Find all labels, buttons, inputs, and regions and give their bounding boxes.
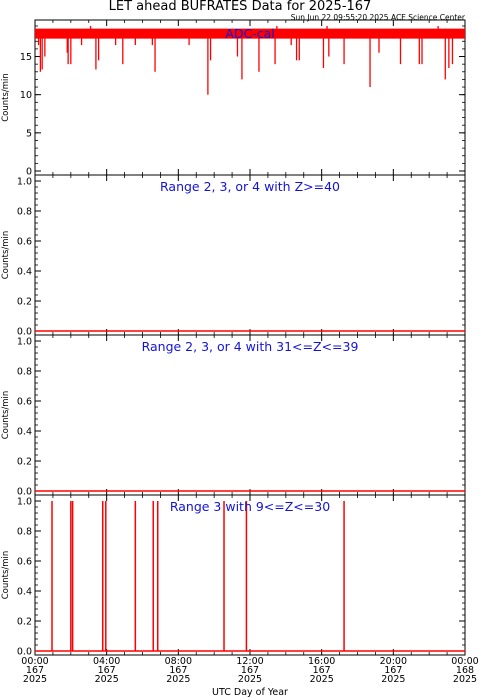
y-tick-label: 0.6	[17, 557, 32, 568]
y-tick-label: 0.2	[17, 457, 32, 468]
panel-frame	[34, 494, 466, 656]
x-tick-time: 20:00	[380, 656, 407, 667]
panel-title: ADC-cal	[225, 26, 274, 41]
x-axis: 00:00167202504:00167202508:00167202512:0…	[21, 656, 478, 685]
panel-3: 0.0 0.2 0.4 0.6 0.8 1.0 Counts/min Range 2, 3, …	[1, 334, 466, 498]
x-tick-time: 16:00	[308, 656, 335, 667]
x-tick-doy: 167	[169, 665, 187, 676]
panel-title: Range 2, 3, or 4 with 31<=Z<=39	[142, 339, 359, 354]
y-tick-label: 0.8	[17, 207, 32, 218]
y-axis-label: Counts/min	[1, 73, 11, 122]
x-tick-year: 2025	[23, 674, 47, 685]
x-tick-time: 04:00	[93, 656, 120, 667]
y-tick-label: 15	[20, 52, 32, 63]
y-tick-label: 0.0	[17, 327, 32, 338]
y-axis-label: Counts/min	[1, 551, 11, 600]
x-axis-label: UTC Day of Year	[212, 687, 288, 698]
x-tick-time: 12:00	[236, 656, 263, 667]
y-tick-label: 0.6	[17, 237, 32, 248]
x-tick-doy: 167	[241, 665, 259, 676]
panel-frame	[34, 174, 466, 336]
y-tick-label: 0.6	[17, 397, 32, 408]
y-tick-label: 1.0	[17, 497, 32, 508]
y-tick-label: 0.2	[17, 617, 32, 628]
data-band	[35, 28, 465, 39]
x-tick-time: 00:00	[451, 656, 478, 667]
y-tick-label: 0.4	[17, 587, 32, 598]
x-tick-doy: 167	[384, 665, 402, 676]
y-tick-label: 0.8	[17, 527, 32, 538]
y-axis-label: Counts/min	[1, 231, 11, 280]
y-tick-label: 1.0	[17, 337, 32, 348]
x-tick-year: 2025	[166, 674, 190, 685]
x-tick-year: 2025	[453, 674, 477, 685]
y-tick-label: 0.4	[17, 427, 32, 438]
x-tick-doy: 167	[26, 665, 44, 676]
x-tick-year: 2025	[310, 674, 334, 685]
y-tick-label: 10	[20, 90, 32, 101]
y-tick-label: 0.2	[17, 297, 32, 308]
y-tick-label: 0.0	[17, 647, 32, 658]
x-tick-year: 2025	[381, 674, 405, 685]
y-tick-label: 5	[26, 128, 32, 139]
chart-title: LET ahead BUFRATES Data for 2025-167	[109, 0, 372, 14]
panel-frame	[34, 334, 466, 496]
x-tick-year: 2025	[95, 674, 119, 685]
timestamp-label: Sun Jun 22 09:55:20 2025 ACE Science Cen…	[291, 13, 466, 22]
panels-group: 0 5 10 15 Counts/min ADC-cal 0.0 0.2 0.4 0.6 0.8 1.…	[1, 19, 466, 658]
panel-4: 0.0 0.2 0.4 0.6 0.8 1.0 Counts/min Range 3 with…	[1, 494, 466, 658]
y-tick-label: 0.8	[17, 367, 32, 378]
x-tick-doy: 167	[98, 665, 116, 676]
y-tick-label: 1.0	[17, 177, 32, 188]
panel-title: Range 2, 3, or 4 with Z>=40	[160, 179, 340, 194]
y-tick-label: 0.0	[17, 487, 32, 498]
panel-2: 0.0 0.2 0.4 0.6 0.8 1.0 Counts/min Range 2, 3, …	[1, 174, 466, 338]
x-tick-doy: 168	[456, 665, 474, 676]
x-tick-time: 00:00	[21, 656, 48, 667]
x-tick-doy: 167	[313, 665, 331, 676]
y-axis-label: Counts/min	[1, 391, 11, 440]
x-tick-year: 2025	[238, 674, 262, 685]
x-tick-time: 08:00	[165, 656, 192, 667]
y-tick-label: 0	[26, 167, 32, 178]
panel-1: 0 5 10 15 Counts/min ADC-cal	[1, 19, 466, 178]
y-tick-label: 0.4	[17, 267, 32, 278]
panel-title: Range 3 with 9<=Z<=30	[170, 499, 330, 514]
